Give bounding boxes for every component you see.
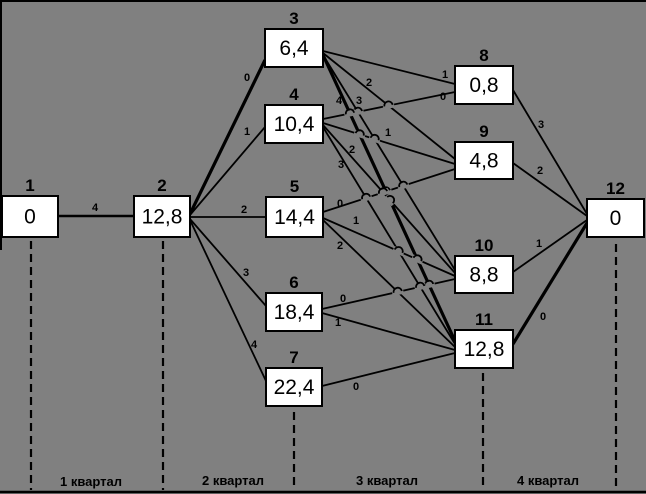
quarter-label: 4 квартал: [517, 473, 579, 488]
edge-label-6-11: 1: [335, 317, 341, 329]
edge-label-4-8: 0: [440, 91, 446, 103]
line-jump: [344, 108, 355, 115]
edge-label-4-9: 1: [385, 127, 391, 139]
edge-8-12: [512, 89, 588, 215]
edge-label-2-7: 4: [251, 339, 258, 351]
node-number-7: 7: [289, 348, 298, 367]
edge-label-3-8: 1: [442, 69, 448, 81]
node-number-12: 12: [606, 179, 625, 198]
node-number-2: 2: [157, 176, 166, 195]
edge-2-3: [188, 59, 267, 215]
edge-10-12: [512, 219, 588, 273]
node-box-5: [265, 196, 324, 238]
quarter-label: 1 квартал: [60, 474, 122, 489]
edge-label-1-2: 4: [92, 202, 99, 214]
edge-label-2-3: 0: [244, 72, 250, 84]
line-jump: [378, 187, 388, 194]
node-box-3: [264, 28, 324, 68]
node-box-7: [265, 367, 323, 407]
line-jump: [354, 129, 365, 136]
edge-7-11: [321, 352, 456, 387]
node-value-10: 8,8: [469, 264, 498, 287]
node-value-7: 22,4: [274, 376, 315, 399]
node-value-3: 6,4: [279, 37, 309, 60]
node-box-9: [454, 141, 514, 180]
line-jump: [398, 180, 409, 188]
node-value-6: 18,4: [274, 301, 315, 324]
quarter-label: 3 квартал: [356, 473, 418, 488]
edge-11-12: [511, 222, 589, 345]
edge-label-4-11: 3: [338, 159, 344, 171]
edge-4-9: [322, 122, 456, 165]
node-number-6: 6: [289, 273, 298, 292]
node-box-4: [264, 104, 324, 144]
node-box-11: [454, 329, 514, 369]
node-number-1: 1: [25, 176, 34, 195]
node-box-8: [454, 65, 514, 105]
edge-label-2-6: 3: [243, 267, 249, 279]
edge-label-2-4: 1: [244, 126, 250, 138]
edge-3-10: [322, 54, 456, 271]
edge-2-6: [189, 218, 267, 307]
node-number-11: 11: [475, 310, 493, 329]
node-number-3: 3: [289, 9, 298, 28]
edge-label-2-5: 2: [241, 204, 247, 216]
edge-label-9-12: 2: [537, 165, 543, 177]
edge-label-4-10: 2: [349, 144, 355, 156]
edge-3-8: [322, 50, 456, 85]
node-box-10: [454, 255, 514, 294]
node-number-4: 4: [289, 85, 299, 104]
edge-label-8-12: 3: [538, 119, 544, 131]
edge-label-3-10: 3: [356, 95, 362, 107]
node-value-2: 12,8: [142, 206, 183, 229]
edge-label-6-10: 0: [340, 293, 346, 305]
edge-5-11: [322, 219, 456, 348]
line-jump: [393, 246, 404, 254]
node-number-5: 5: [290, 177, 299, 196]
edge-label-7-11: 0: [353, 381, 359, 393]
node-box-1: [1, 195, 59, 238]
line-jump: [412, 254, 423, 262]
node-value-11: 12,8: [464, 338, 505, 361]
edge-label-10-12: 1: [536, 238, 542, 250]
edge-label-5-10: 1: [353, 215, 359, 227]
node-box-12: [586, 198, 645, 238]
node-box-6: [265, 292, 323, 332]
edge-2-7: [189, 219, 267, 382]
edge-label-3-9: 2: [366, 77, 372, 89]
edge-6-11: [321, 312, 456, 351]
line-jump: [415, 281, 426, 288]
node-value-1: 0: [24, 206, 36, 229]
node-number-10: 10: [475, 236, 494, 255]
line-jump: [383, 100, 394, 107]
line-jump-gap: [392, 246, 405, 257]
node-number-8: 8: [479, 46, 488, 65]
line-jump: [392, 286, 403, 294]
node-value-5: 14,4: [274, 206, 315, 229]
edge-4-11: [322, 126, 456, 345]
edge-5-10: [322, 217, 456, 277]
edge-2-4: [189, 126, 266, 216]
quarter-label: 2 квартал: [202, 473, 264, 488]
edge-label-5-9: 0: [337, 198, 343, 210]
edge-9-12: [512, 162, 588, 217]
edge-label-3-11: 4: [336, 95, 343, 107]
node-value-8: 0,8: [469, 74, 498, 97]
line-jump: [386, 194, 396, 204]
edge-label-5-11: 2: [337, 240, 343, 252]
node-value-4: 10,4: [274, 113, 315, 136]
node-number-9: 9: [479, 122, 488, 141]
node-value-9: 4,8: [469, 150, 498, 173]
node-value-12: 0: [610, 207, 622, 230]
line-jump: [369, 133, 380, 141]
node-box-2: [133, 195, 191, 238]
edge-label-11-12: 0: [540, 311, 546, 323]
line-jump: [361, 192, 372, 200]
